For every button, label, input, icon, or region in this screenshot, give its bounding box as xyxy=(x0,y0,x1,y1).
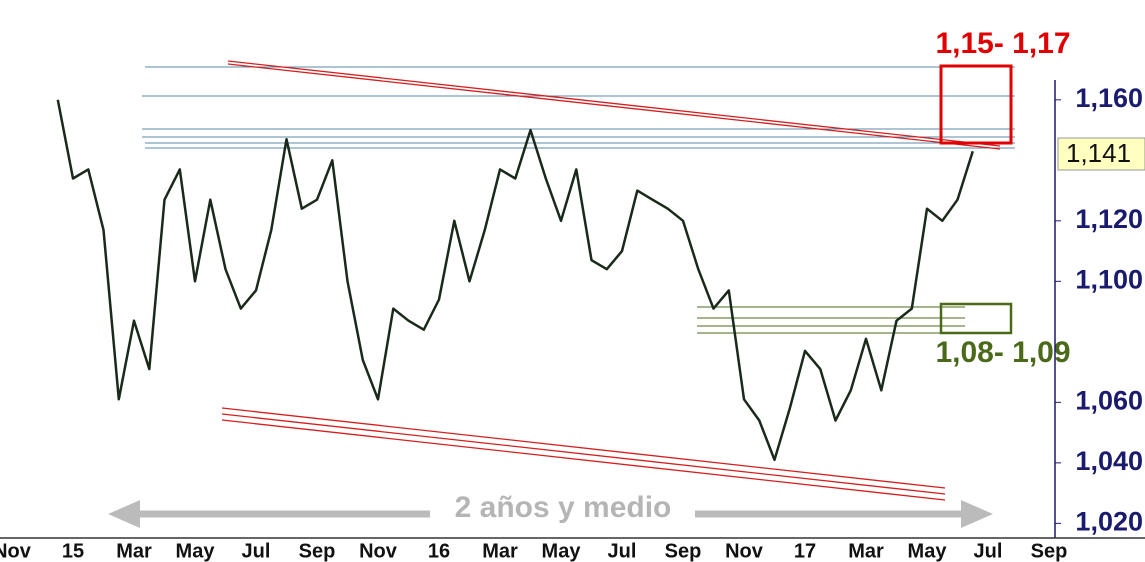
x-tick-label: May xyxy=(176,540,216,562)
span-arrow xyxy=(108,500,993,528)
x-tick-label: Mar xyxy=(848,540,884,562)
x-tick-label: Mar xyxy=(116,540,152,562)
x-tick-label: 15 xyxy=(62,540,84,562)
x-tick-label: Jul xyxy=(974,540,1003,562)
y-tick-label: 1,160 xyxy=(1075,83,1143,113)
price-line xyxy=(56,99,974,462)
x-tick-label: Nov xyxy=(359,540,398,562)
x-tick-label: Nov xyxy=(0,540,32,562)
y-tick-label: 1,020 xyxy=(1075,506,1143,536)
last-price-box xyxy=(1057,137,1145,171)
x-tick-label: Jul xyxy=(608,540,637,562)
x-tick-label: May xyxy=(908,540,948,562)
y-tick-label: 1,060 xyxy=(1075,385,1143,415)
x-tick-label: 16 xyxy=(428,540,450,562)
support-box xyxy=(939,302,1013,335)
x-tick-label: Mar xyxy=(482,540,518,562)
resistance-box xyxy=(939,64,1013,145)
resistance-levels xyxy=(142,66,1015,149)
last-price-label: 1,141 xyxy=(1066,138,1131,168)
x-tick-label: Sep xyxy=(665,540,702,562)
y-tick-label: 1,120 xyxy=(1075,204,1143,234)
x-tick-label: Jul xyxy=(242,540,271,562)
support-label: 1,08- 1,09 xyxy=(935,336,1070,369)
y-tick-label: 1,100 xyxy=(1075,264,1143,294)
x-axis-band xyxy=(0,538,1145,562)
x-tick-label: 17 xyxy=(794,540,816,562)
x-tick-label: Nov xyxy=(725,540,764,562)
x-tick-label: May xyxy=(542,540,582,562)
span-label: 2 años y medio xyxy=(455,491,672,524)
y-tick-label: 1,040 xyxy=(1075,446,1143,476)
x-tick-label: Sep xyxy=(299,540,336,562)
resistance-label: 1,15- 1,17 xyxy=(935,27,1070,60)
trend-lines xyxy=(221,60,1001,501)
x-tick-label: Sep xyxy=(1031,540,1068,562)
support-levels xyxy=(697,306,965,334)
